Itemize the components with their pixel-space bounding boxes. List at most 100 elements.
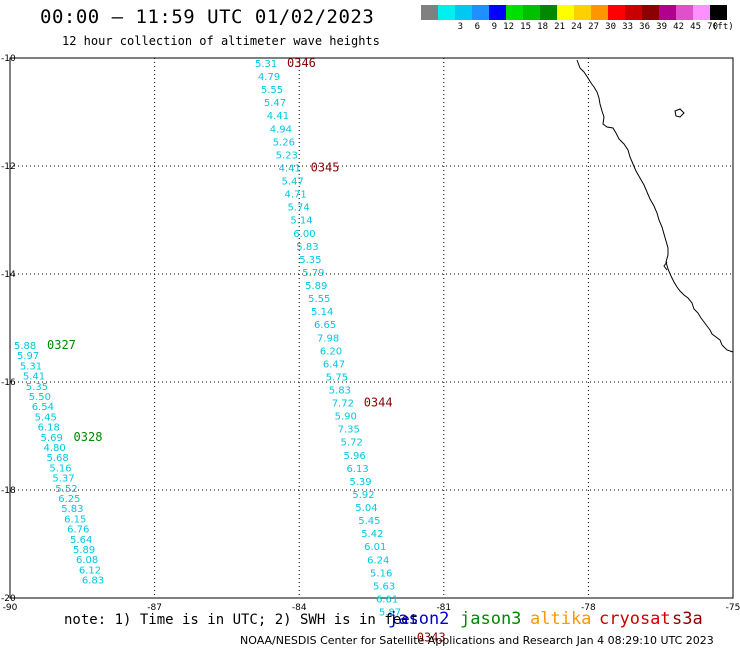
wave-height-value: 5.74	[287, 203, 309, 214]
legend-unit: (ft)	[712, 22, 734, 32]
credit-line: NOAA/NESDIS Center for Satellite Applica…	[240, 634, 714, 647]
legend-label: 30	[605, 22, 616, 32]
wave-height-value: 5.83	[329, 386, 351, 397]
legend-swatch	[557, 5, 574, 20]
legend-label: 27	[588, 22, 599, 32]
wave-height-value: 5.72	[341, 438, 363, 449]
legend-swatch	[710, 5, 727, 20]
wave-height-value: 5.97	[17, 351, 39, 362]
legend-label: 3	[457, 22, 463, 32]
wave-height-value: 5.63	[373, 581, 395, 592]
track-time-label: 0343	[417, 631, 446, 645]
legend-label: 33	[622, 22, 633, 32]
wave-height-value: 5.04	[355, 503, 377, 514]
wave-height-value: 5.55	[261, 85, 283, 96]
wave-height-value: 4.79	[258, 72, 280, 83]
lon-tick-label: -87	[147, 603, 162, 613]
legend-label: 24	[571, 22, 582, 32]
wave-height-value: 6.54	[32, 402, 54, 413]
wave-height-value: 4.80	[44, 443, 66, 454]
wave-height-value: 5.69	[41, 433, 63, 444]
legend-swatch	[506, 5, 523, 20]
legend-label: 18	[537, 22, 548, 32]
map-frame	[9, 57, 734, 599]
wave-height-value: 5.26	[273, 137, 295, 148]
legend-swatch	[438, 5, 455, 20]
lon-tick-label: -75	[726, 603, 740, 613]
legend-label: 12	[503, 22, 514, 32]
legend-label: 36	[639, 22, 650, 32]
coast-inlet	[663, 261, 668, 271]
wave-height-value: 6.24	[367, 555, 389, 566]
wave-height-value: 5.90	[335, 412, 357, 423]
wave-height-value: 5.68	[46, 453, 68, 464]
wave-height-value: 5.31	[255, 59, 277, 70]
wave-height-value: 5.83	[61, 504, 83, 515]
lat-tick-label: -18	[1, 486, 16, 496]
track-time-label: 0344	[364, 396, 393, 410]
legend-swatch	[523, 5, 540, 20]
track-time-label: 0346	[287, 56, 316, 70]
wave-height-value: 5.45	[358, 516, 380, 527]
wave-height-value: 5.41	[23, 372, 45, 383]
track-time-label: 0327	[47, 338, 76, 352]
track-time-label: 0345	[311, 160, 340, 174]
legend-swatch	[591, 5, 608, 20]
wave-height-value: 5.45	[35, 412, 57, 423]
wave-height-value: 5.50	[29, 392, 51, 403]
wave-height-value: 6.61	[376, 594, 398, 605]
wave-height-value: 6.00	[293, 229, 315, 240]
wave-height-value: 6.13	[346, 464, 368, 475]
wave-height-value: 5.89	[73, 545, 95, 556]
legend-label: 6	[474, 22, 480, 32]
legend-swatch	[421, 5, 438, 20]
wave-height-value: 5.35	[26, 382, 48, 393]
wave-height-value: 5.96	[344, 451, 366, 462]
satellite-legend-cryosat: cryosat	[599, 609, 671, 629]
wave-height-value: 5.31	[20, 361, 42, 372]
legend-swatch	[676, 5, 693, 20]
wave-height-value: 7.35	[338, 425, 360, 436]
page-title: 00:00 — 11:59 UTC 01/02/2023	[40, 6, 375, 28]
legend-label: 15	[520, 22, 531, 32]
legend-swatch	[455, 5, 472, 20]
wave-height-value: 5.87	[379, 608, 401, 619]
lat-tick-label: -12	[1, 162, 16, 172]
track-time-label: 0328	[74, 430, 103, 444]
wave-height-value: 5.55	[308, 294, 330, 305]
wave-height-value: 6.83	[82, 576, 104, 587]
wave-height-value: 5.14	[311, 307, 333, 318]
wave-height-value: 6.12	[79, 565, 101, 576]
legend-label: 70	[707, 22, 718, 32]
legend-swatch	[489, 5, 506, 20]
legend-swatch	[540, 5, 557, 20]
wave-height-value: 5.37	[52, 474, 74, 485]
lat-tick-label: -16	[1, 378, 16, 388]
wave-height-value: 6.15	[64, 514, 86, 525]
satellite-legend-jason3: jason3	[460, 609, 522, 629]
wave-height-value: 5.47	[264, 98, 286, 109]
wave-height-value: 4.41	[267, 111, 289, 122]
legend-swatch	[659, 5, 676, 20]
legend-label: 45	[690, 22, 701, 32]
wave-height-value: 4.41	[279, 163, 301, 174]
legend-swatch	[625, 5, 642, 20]
wave-height-value: 5.39	[349, 477, 371, 488]
wave-height-value: 6.25	[58, 494, 80, 505]
coastline	[576, 59, 734, 353]
lon-tick-label: -78	[581, 603, 596, 613]
wave-height-value: 7.98	[317, 333, 339, 344]
wave-height-value: 6.47	[323, 359, 345, 370]
wave-height-value: 5.64	[70, 535, 92, 546]
legend-swatch	[472, 5, 489, 20]
wave-height-value: 5.89	[305, 281, 327, 292]
page-subtitle: 12 hour collection of altimeter wave hei…	[62, 34, 380, 48]
wave-height-value: 5.79	[302, 268, 324, 279]
wave-height-value: 5.88	[14, 341, 36, 352]
wave-height-value: 6.65	[314, 320, 336, 331]
legend-label: 21	[554, 22, 565, 32]
wave-height-value: 5.92	[352, 490, 374, 501]
island-outline	[674, 108, 685, 118]
